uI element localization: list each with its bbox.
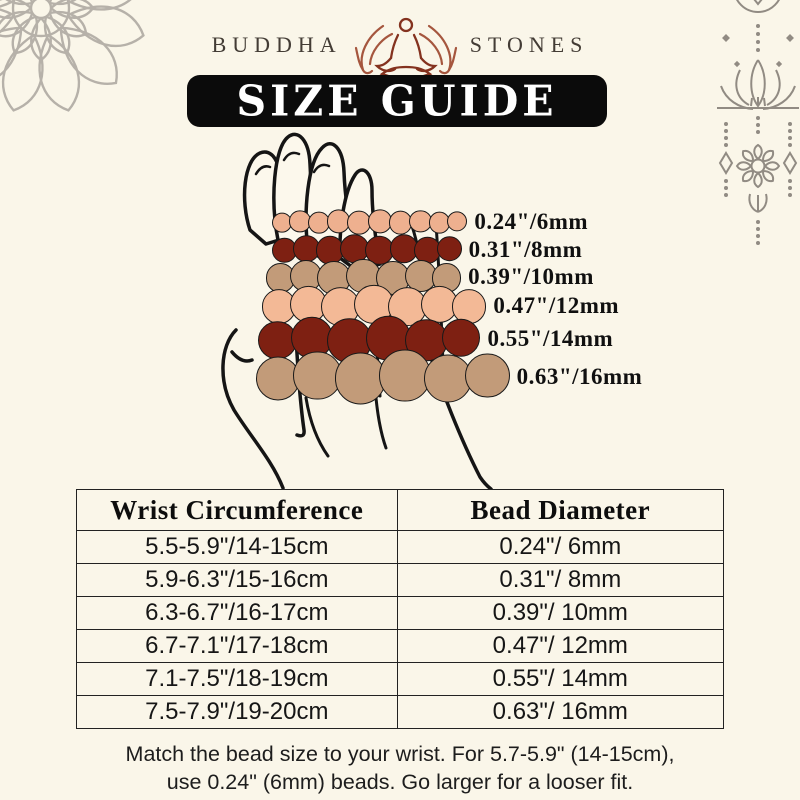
bead	[379, 349, 431, 402]
bead	[447, 211, 468, 232]
brand-name-left: BUDDHA	[211, 32, 342, 57]
wrist-circumference-cell: 6.7-7.1"/17-18cm	[76, 629, 398, 663]
footer-note: Match the bead size to your wrist. For 5…	[0, 741, 800, 796]
bead	[293, 351, 342, 400]
col-header-wrist-circumference: Wrist Circumference	[76, 489, 398, 531]
bead-size-label: 0.47"/12mm	[493, 292, 620, 318]
table-row: 6.7-7.1"/17-18cm 0.47"/ 12mm	[76, 629, 725, 663]
wrist-circumference-cell: 7.1-7.5"/18-19cm	[76, 662, 398, 696]
bead-size-label: 0.31"/8mm	[468, 236, 583, 262]
bracelet-row: 0.24"/6mm	[272, 209, 589, 235]
lotus-ornament-decoration	[717, 0, 799, 245]
bead	[256, 356, 301, 401]
bead-diameter-cell: 0.31"/ 8mm	[396, 563, 725, 597]
lotus-meditation-icon	[354, 17, 457, 78]
wrist-circumference-cell: 5.9-6.3"/15-16cm	[76, 563, 398, 597]
brand-name-right: STONES	[469, 32, 589, 57]
wrist-circumference-cell: 6.3-6.7"/16-17cm	[76, 596, 398, 630]
bead	[441, 318, 481, 358]
bracelet-row: 0.31"/8mm	[272, 234, 583, 265]
bead	[389, 234, 419, 263]
table-row: 7.1-7.5"/18-19cm 0.55"/ 14mm	[76, 662, 725, 696]
bead-diameter-cell: 0.24"/ 6mm	[396, 530, 725, 564]
bead	[315, 236, 344, 265]
bead-size-label: 0.63"/16mm	[516, 364, 643, 389]
bead	[414, 236, 441, 264]
bead	[436, 236, 462, 262]
bead-size-label: 0.24"/6mm	[474, 209, 589, 234]
table-row: 7.5-7.9"/19-20cm 0.63"/ 16mm	[76, 695, 725, 729]
bead-diameter-cell: 0.55"/ 14mm	[396, 662, 725, 696]
size-table: Wrist Circumference Bead Diameter 5.5-5.…	[76, 489, 725, 729]
bead	[465, 353, 510, 398]
col-header-bead-diameter: Bead Diameter	[396, 489, 725, 531]
bead	[423, 354, 473, 403]
bead-diameter-cell: 0.39"/ 10mm	[396, 596, 725, 630]
wrist-circumference-cell: 5.5-5.9"/14-15cm	[76, 530, 398, 564]
table-row: 6.3-6.7"/16-17cm 0.39"/ 10mm	[76, 596, 725, 630]
size-guide-banner: SIZE GUIDE	[187, 75, 607, 127]
table-row: 5.9-6.3"/15-16cm 0.31"/ 8mm	[76, 563, 725, 597]
footer-line-1: Match the bead size to your wrist. For 5…	[125, 742, 675, 766]
bead	[421, 285, 459, 323]
bead	[334, 352, 387, 405]
banner-title: SIZE GUIDE	[236, 76, 558, 125]
size-table-header-row: Wrist Circumference Bead Diameter	[76, 489, 725, 531]
mandala-decoration	[0, 0, 145, 112]
table-row: 5.5-5.9"/14-15cm 0.24"/ 6mm	[76, 530, 725, 564]
bead-size-label: 0.39"/10mm	[468, 264, 594, 289]
wrist-circumference-cell: 7.5-7.9"/19-20cm	[76, 695, 398, 729]
bracelet-row: 0.63"/16mm	[256, 349, 643, 405]
bead-size-label: 0.55"/14mm	[487, 326, 614, 351]
bead	[339, 234, 369, 264]
footer-line-2: use 0.24" (6mm) beads. Go larger for a l…	[166, 769, 634, 794]
bracelet-row: 0.47"/12mm	[262, 284, 620, 327]
bead-diameter-cell: 0.63"/ 16mm	[396, 695, 725, 729]
bead	[262, 289, 297, 324]
bead-diameter-cell: 0.47"/ 12mm	[396, 629, 725, 663]
brand-logo: BUDDHA	[0, 12, 800, 78]
